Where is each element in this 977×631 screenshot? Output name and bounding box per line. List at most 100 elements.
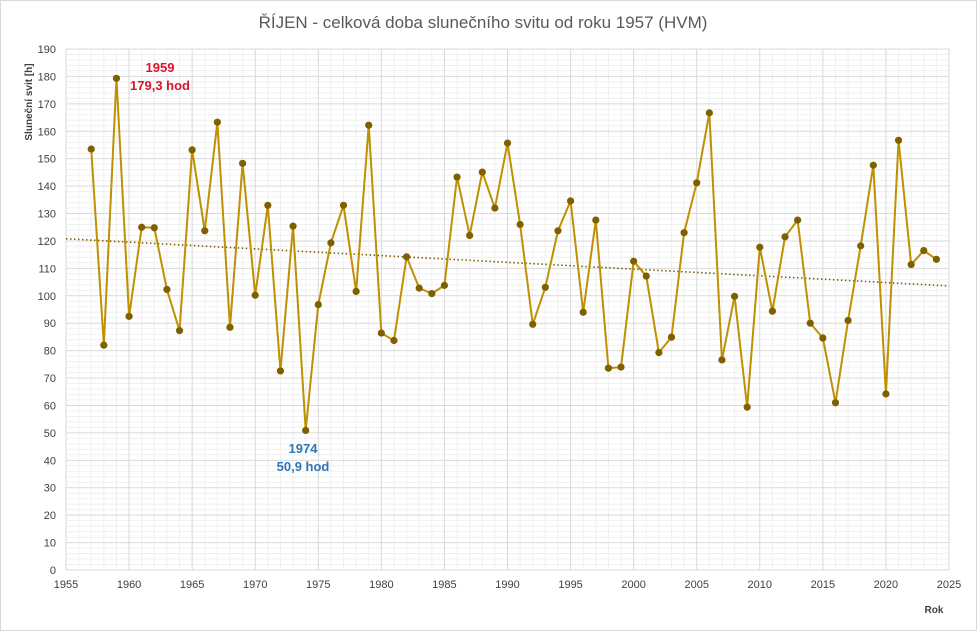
- data-point: [869, 161, 877, 169]
- data-point: [655, 348, 663, 357]
- data-point: [920, 246, 928, 255]
- max-annotation-value: 179,3 hod: [130, 78, 190, 93]
- y-tick-label: 130: [38, 209, 56, 221]
- data-point: [163, 285, 171, 294]
- data-point: [213, 118, 221, 126]
- data-point: [579, 308, 587, 316]
- x-tick-label: 1960: [117, 579, 141, 591]
- data-point: [529, 320, 537, 328]
- y-tick-label: 100: [38, 291, 56, 303]
- data-point: [491, 204, 499, 212]
- data-point: [819, 334, 827, 342]
- data-point: [857, 242, 865, 250]
- series-markers: [87, 74, 940, 435]
- data-point: [87, 145, 95, 153]
- x-tick-label: 2005: [684, 579, 708, 591]
- data-point: [831, 399, 840, 407]
- y-tick-label: 170: [38, 99, 56, 111]
- data-point: [339, 201, 348, 209]
- data-point: [667, 333, 676, 341]
- y-tick-label: 120: [38, 236, 56, 248]
- y-tick-label: 40: [44, 455, 56, 467]
- data-point: [566, 197, 575, 205]
- data-point: [125, 312, 133, 320]
- data-point: [428, 289, 436, 298]
- data-point: [541, 283, 549, 291]
- data-point: [781, 233, 789, 241]
- data-point: [352, 287, 360, 296]
- data-point: [251, 291, 259, 299]
- data-point: [882, 390, 890, 398]
- data-point: [844, 316, 852, 325]
- y-tick-label: 110: [38, 263, 56, 275]
- data-point: [402, 253, 411, 261]
- x-tick-label: 2025: [937, 579, 961, 591]
- x-tick-label: 1990: [495, 579, 519, 591]
- data-point: [806, 319, 814, 327]
- y-tick-label: 60: [44, 400, 56, 412]
- x-tick-label: 1975: [306, 579, 330, 591]
- x-tick-labels: 1955 1960 1965 1970 1975 1980 1985 1990 1995 2000…: [54, 579, 961, 591]
- data-point: [377, 329, 385, 337]
- x-tick-label: 1980: [369, 579, 393, 591]
- y-axis-title: Sluneční svit [h]: [24, 63, 35, 140]
- data-point: [175, 327, 184, 335]
- x-tick-label: 1995: [558, 579, 582, 591]
- data-point: [138, 223, 146, 231]
- data-point: [390, 336, 398, 345]
- data-point: [314, 300, 322, 309]
- data-point: [276, 367, 285, 375]
- data-point: [907, 260, 915, 269]
- data-point: [617, 363, 625, 371]
- data-point: [188, 146, 196, 154]
- x-tick-label: 1970: [243, 579, 267, 591]
- y-tick-label: 0: [50, 565, 56, 577]
- data-point: [680, 229, 688, 237]
- max-annotation-year: 1959: [146, 60, 175, 75]
- min-annotation-year: 1974: [289, 441, 319, 456]
- y-tick-label: 50: [44, 428, 56, 440]
- data-point: [516, 220, 524, 229]
- data-point: [327, 239, 335, 247]
- y-tick-label: 70: [44, 373, 56, 385]
- y-tick-label: 90: [44, 318, 56, 330]
- data-point: [554, 227, 562, 235]
- y-tick-labels: 0 10 20 30 40 50 60 70 80 90 100 110 120 130 140 150 160…: [38, 44, 56, 577]
- data-point: [478, 168, 486, 176]
- x-tick-label: 2020: [874, 579, 898, 591]
- data-point: [415, 284, 423, 292]
- data-point: [932, 255, 940, 263]
- x-tick-label: 2010: [748, 579, 772, 591]
- data-point: [226, 323, 234, 331]
- x-tick-label: 2000: [621, 579, 645, 591]
- x-tick-label: 2015: [811, 579, 835, 591]
- data-point: [100, 341, 108, 349]
- data-point: [794, 216, 802, 224]
- data-point: [730, 292, 739, 300]
- chart-title: ŘÍJEN - celková doba slunečního svitu od…: [259, 13, 708, 32]
- data-point: [718, 356, 726, 364]
- data-point: [201, 227, 209, 235]
- x-tick-label: 1955: [54, 579, 78, 591]
- data-point: [705, 109, 713, 117]
- data-point: [756, 243, 764, 251]
- y-tick-label: 150: [38, 154, 56, 166]
- trendline: [65, 237, 950, 287]
- y-tick-label: 180: [38, 71, 56, 83]
- data-point: [466, 231, 474, 240]
- data-point: [743, 403, 751, 411]
- y-tick-label: 140: [38, 181, 56, 193]
- data-point: [592, 216, 600, 224]
- data-point: [453, 173, 461, 181]
- data-point: [642, 272, 650, 280]
- data-point: [150, 224, 158, 232]
- data-point: [768, 307, 777, 315]
- data-point: [302, 426, 310, 435]
- y-tick-label: 30: [44, 483, 56, 495]
- x-tick-label: 1985: [432, 579, 456, 591]
- data-point: [239, 159, 247, 167]
- y-tick-label: 80: [44, 346, 56, 358]
- data-point: [289, 222, 297, 230]
- grid-major: [65, 48, 950, 571]
